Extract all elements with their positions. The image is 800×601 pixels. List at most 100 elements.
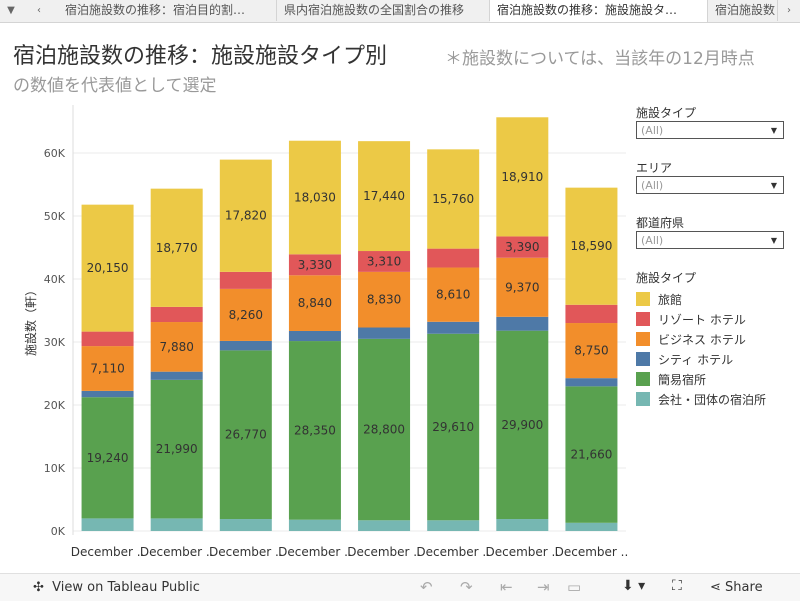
- bar-segment[interactable]: [427, 321, 480, 334]
- tab-4[interactable]: 宿泊施設数: [708, 0, 778, 21]
- bar-segment[interactable]: [565, 323, 618, 379]
- tab-menu-icon[interactable]: ▼: [7, 5, 15, 16]
- bar-segment[interactable]: [565, 522, 618, 531]
- data-label: 28,800: [363, 423, 405, 437]
- data-label: 29,610: [432, 420, 474, 434]
- legend-item[interactable]: 旅館: [636, 289, 796, 309]
- bar-segment[interactable]: [358, 327, 411, 339]
- bar-segment[interactable]: [288, 275, 341, 331]
- x-tick-label: December ..: [71, 545, 145, 559]
- y-tick-label: 60K: [44, 147, 66, 160]
- bar-segment[interactable]: [288, 254, 341, 276]
- filter-type-select[interactable]: (All) ▼: [636, 121, 784, 139]
- legend-swatch: [636, 372, 650, 386]
- bar-segment[interactable]: [150, 379, 203, 519]
- view-on-tableau-button[interactable]: ✣ View on Tableau Public: [33, 580, 200, 595]
- bar-segment[interactable]: [219, 350, 272, 520]
- tab-scroll-right-icon[interactable]: ›: [787, 5, 791, 16]
- bar-segment[interactable]: [496, 257, 549, 317]
- bar-segment[interactable]: [150, 518, 203, 531]
- bar-segment[interactable]: [496, 330, 549, 520]
- tab-1[interactable]: 宿泊施設数の推移：宿泊目的割…: [58, 0, 277, 21]
- bar-segment[interactable]: [81, 518, 134, 531]
- refresh-icon[interactable]: ⇥: [537, 578, 550, 596]
- bar-segment[interactable]: [358, 271, 411, 328]
- bar-segment[interactable]: [496, 519, 549, 531]
- chart-bars: 19,240 7,110 20,150 21,990 7,880 18,770 26,770…: [81, 117, 618, 531]
- legend-item[interactable]: リゾート ホテル: [636, 309, 796, 329]
- bar-segment[interactable]: [496, 316, 549, 331]
- bar-segment[interactable]: [358, 338, 411, 521]
- undo-icon[interactable]: ↶: [420, 578, 433, 596]
- bar-segment[interactable]: [288, 341, 341, 520]
- legend-item[interactable]: 会社・団体の宿泊所: [636, 389, 796, 409]
- bar-segment[interactable]: [288, 330, 341, 342]
- legend-item[interactable]: シティ ホテル: [636, 349, 796, 369]
- bar-segment[interactable]: [150, 371, 203, 380]
- bar-segment[interactable]: [427, 248, 480, 268]
- bar-segment[interactable]: [427, 333, 480, 521]
- revert-icon[interactable]: ⇤: [500, 578, 513, 596]
- bar-segment[interactable]: [150, 322, 203, 372]
- legend-item[interactable]: 簡易宿所: [636, 369, 796, 389]
- bar-segment[interactable]: [81, 331, 134, 347]
- bar-segment[interactable]: [427, 267, 480, 322]
- legend-label: シティ ホテル: [658, 352, 734, 367]
- fullscreen-icon[interactable]: ⛶: [672, 578, 682, 594]
- legend-title: 施設タイプ: [636, 271, 697, 285]
- data-label: 3,390: [505, 240, 539, 254]
- tab-bar: ▼ ‹ 宿泊施設数の推移：宿泊目的割… 県内宿泊施設数の全国割合の推移 宿泊施設…: [0, 0, 800, 23]
- tab-3[interactable]: 宿泊施設数の推移：施設施設タ…: [490, 0, 708, 22]
- bar-segment[interactable]: [219, 271, 272, 289]
- download-icon[interactable]: ⬇ ▾: [622, 578, 646, 594]
- y-tick-label: 10K: [44, 462, 66, 475]
- bar-segment[interactable]: [288, 519, 341, 531]
- bar-segment[interactable]: [219, 159, 272, 272]
- data-label: 18,770: [156, 241, 198, 255]
- bar-segment[interactable]: [219, 340, 272, 351]
- bar-segment[interactable]: [81, 346, 134, 391]
- bar-segment[interactable]: [81, 397, 134, 519]
- tableau-footer: ✣ View on Tableau Public ↶ ↷ ⇤ ⇥ ▭ ⬇ ▾ ⛶…: [0, 573, 800, 601]
- legend-item[interactable]: ビジネス ホテル: [636, 329, 796, 349]
- chevron-down-icon: ▼: [770, 126, 777, 135]
- bar-segment[interactable]: [219, 519, 272, 531]
- filter-panel: 施設タイプ (All) ▼ エリア (All) ▼ 都道府県 (All) ▼ 施設タイ…: [636, 104, 796, 409]
- bar-segment[interactable]: [565, 304, 618, 324]
- bar-segment[interactable]: [81, 390, 134, 398]
- data-label: 3,310: [367, 254, 401, 268]
- data-label: 18,910: [501, 170, 543, 184]
- share-button[interactable]: ⋖ Share: [710, 580, 763, 595]
- bar-segment[interactable]: [81, 204, 134, 332]
- filter-prefecture-select[interactable]: (All) ▼: [636, 231, 784, 249]
- bar-segment[interactable]: [150, 306, 203, 323]
- bar-segment[interactable]: [219, 288, 272, 341]
- data-label: 21,990: [156, 442, 198, 456]
- redo-icon[interactable]: ↷: [460, 578, 473, 596]
- bar-segment[interactable]: [358, 520, 411, 531]
- share-label: Share: [725, 580, 763, 595]
- bar-segment[interactable]: [427, 520, 480, 531]
- page-title-line2: の数値を代表値として選定: [13, 76, 217, 96]
- filter-area-select[interactable]: (All) ▼: [636, 176, 784, 194]
- pause-icon[interactable]: ▭: [567, 578, 582, 596]
- bar-segment[interactable]: [358, 141, 411, 252]
- legend-label: ビジネス ホテル: [658, 332, 746, 347]
- bar-segment[interactable]: [565, 386, 618, 523]
- bar-segment[interactable]: [496, 117, 549, 237]
- bar-segment[interactable]: [288, 140, 341, 255]
- bar-segment[interactable]: [358, 251, 411, 272]
- tab-scroll-left-icon[interactable]: ‹: [37, 5, 41, 16]
- legend-label: 旅館: [658, 292, 683, 307]
- bar-segment[interactable]: [565, 187, 618, 305]
- filter-type-label: 施設タイプ: [636, 106, 697, 120]
- data-label: 7,110: [90, 361, 124, 375]
- y-tick-label: 40K: [44, 273, 66, 286]
- tab-2[interactable]: 県内宿泊施設数の全国割合の推移: [277, 0, 490, 21]
- bar-segment[interactable]: [150, 188, 203, 307]
- bar-segment[interactable]: [496, 236, 549, 258]
- bar-segment[interactable]: [565, 378, 618, 387]
- data-label: 20,150: [87, 261, 129, 275]
- data-label: 29,900: [501, 418, 543, 432]
- bar-segment[interactable]: [427, 149, 480, 249]
